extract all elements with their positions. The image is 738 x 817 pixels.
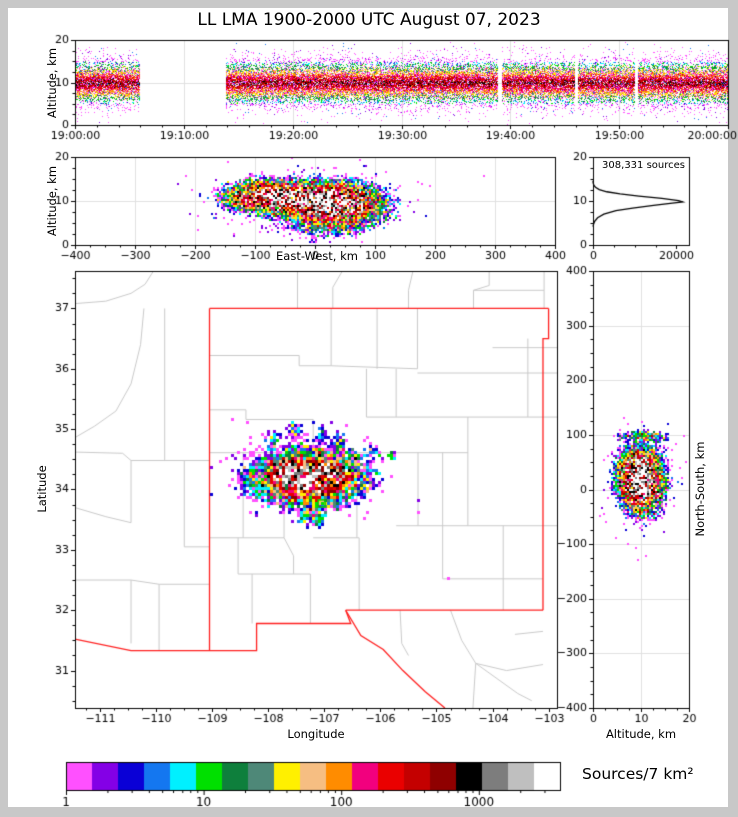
- y-axis-label-north-south: North-South, km: [693, 441, 707, 537]
- source-count-note: 308,331 sources: [602, 160, 685, 171]
- y-axis-label-ew-height: Altitude, km: [45, 165, 59, 237]
- x-axis-label-map: Longitude: [287, 727, 345, 741]
- page-title: LL LMA 1900-2000 UTC August 07, 2023: [197, 10, 541, 30]
- x-axis-label-ns-altitude: Altitude, km: [605, 727, 677, 741]
- colorbar-label: Sources/7 km²: [582, 765, 694, 783]
- x-axis-label-ew-height: East-West, km: [276, 249, 358, 263]
- figure-background: [8, 8, 728, 807]
- y-axis-label-map: Latitude: [35, 465, 49, 513]
